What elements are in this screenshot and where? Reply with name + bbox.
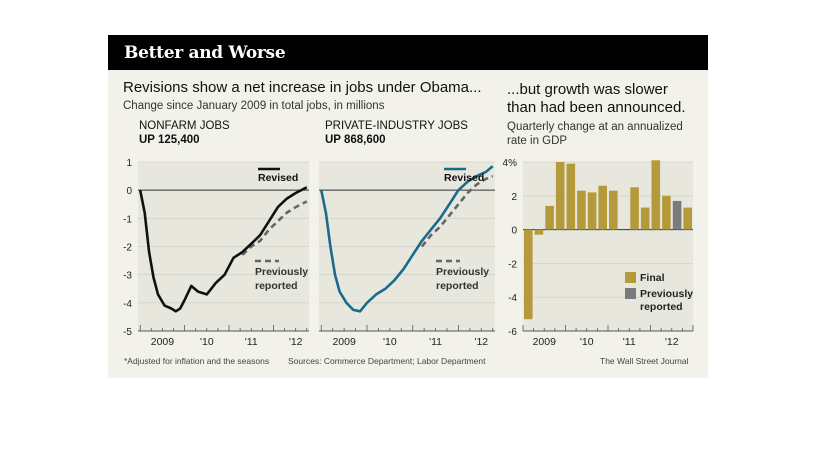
left-subhead: Change since January 2009 in total jobs,… xyxy=(123,100,385,112)
gdp-legend-previous-label-line2: reported xyxy=(640,301,683,313)
gdp-final-bar xyxy=(577,190,586,230)
gdp-previous-bar xyxy=(672,200,682,230)
gdp-legend-previous-label-line1: Previously xyxy=(640,288,693,300)
gdp-final-bar xyxy=(587,192,597,230)
gdp-xtick-label: '11 xyxy=(623,336,636,348)
nonfarm-xtick-label: '12 xyxy=(289,336,303,348)
nonfarm-subtitle: UP 125,400 xyxy=(139,134,200,146)
gdp-ytick-label: -6 xyxy=(508,327,517,338)
nonfarm-legend-revised-label: Revised xyxy=(258,172,298,184)
right-subhead: Quarterly change at an annualized rate i… xyxy=(507,121,683,147)
private-legend-previous-label-line2: reported xyxy=(436,280,479,292)
gdp-final-bar xyxy=(609,190,618,230)
gdp-legend-final-swatch xyxy=(625,272,636,283)
gdp-xtick-label: 2009 xyxy=(533,336,557,348)
nonfarm-xtick-label: '10 xyxy=(200,336,214,348)
graphic-title: Better and Worse xyxy=(124,43,286,63)
gdp-xtick-label: '10 xyxy=(580,336,594,348)
gdp-ytick-label: 2 xyxy=(511,192,517,203)
private-legend-revised-label: Revised xyxy=(444,172,484,184)
gdp-ytick-label: -2 xyxy=(508,259,517,270)
gdp-final-bar xyxy=(598,185,607,230)
gdp-final-bar xyxy=(534,229,544,235)
private-xtick-label: 2009 xyxy=(332,336,356,348)
nonfarm-ytick-label: -1 xyxy=(123,214,132,225)
gdp-final-bar xyxy=(683,207,692,230)
infographic: Better and Worse Revisions show a net in… xyxy=(108,35,708,378)
gdp-ytick-label: 4% xyxy=(503,158,518,169)
nonfarm-legend-previous-label-line2: reported xyxy=(255,280,298,292)
nonfarm-legend-previous-label-line1: Previously xyxy=(255,266,308,278)
gdp-plot-area xyxy=(523,162,693,331)
nonfarm-ytick-label: -4 xyxy=(123,299,132,310)
private-title: PRIVATE-INDUSTRY JOBS xyxy=(325,120,468,132)
gdp-final-bar xyxy=(566,163,576,230)
private-revised-line xyxy=(320,165,494,313)
gdp-legend-previous-swatch xyxy=(625,288,636,299)
nonfarm-previous-line xyxy=(241,200,308,256)
nonfarm-ytick-label: -5 xyxy=(123,327,132,338)
footnote: *Adjusted for inflation and the seasons xyxy=(124,356,270,366)
nonfarm-xtick-label: '11 xyxy=(245,336,258,348)
gdp-ytick-label: -4 xyxy=(508,293,517,304)
nonfarm-ytick-label: -2 xyxy=(123,243,132,254)
sources: Sources: Commerce Department; Labor Depa… xyxy=(288,356,486,366)
gdp-final-bar xyxy=(630,187,639,230)
nonfarm-ytick-label: 1 xyxy=(126,158,132,169)
gdp-legend-final-label: Final xyxy=(640,272,665,284)
nonfarm-ytick-label: -3 xyxy=(123,271,132,282)
nonfarm-title: NONFARM JOBS xyxy=(139,120,230,132)
gdp-final-bar xyxy=(524,229,533,320)
gdp-final-bar xyxy=(555,162,565,230)
header-bar: Better and Worse xyxy=(108,35,708,70)
gdp-final-bar xyxy=(662,195,671,230)
gdp-ytick-label: 0 xyxy=(511,226,517,237)
private-previous-line xyxy=(420,174,494,248)
nonfarm-revised-line xyxy=(138,186,308,313)
private-xtick-label: '10 xyxy=(383,336,397,348)
left-headline: Revisions show a net increase in jobs un… xyxy=(123,79,482,96)
private-xtick-label: '12 xyxy=(474,336,488,348)
charts-svg: 1 0 -1 -2 -3 -4 -5 2009 '10 '11 '12 Revised Previous… xyxy=(123,158,694,348)
gdp-final-bar xyxy=(651,160,661,230)
right-headline: ...but growth was slower than had been a… xyxy=(507,81,686,116)
gdp-xtick-label: '12 xyxy=(665,336,679,348)
gdp-final-bar xyxy=(640,207,650,230)
nonfarm-ytick-label: 0 xyxy=(126,186,132,197)
private-xtick-label: '11 xyxy=(429,336,442,348)
gdp-final-bar xyxy=(545,205,554,230)
credit: The Wall Street Journal xyxy=(600,356,689,366)
private-subtitle: UP 868,600 xyxy=(325,134,386,146)
private-legend-previous-label-line1: Previously xyxy=(436,266,489,278)
nonfarm-xtick-label: 2009 xyxy=(151,336,175,348)
